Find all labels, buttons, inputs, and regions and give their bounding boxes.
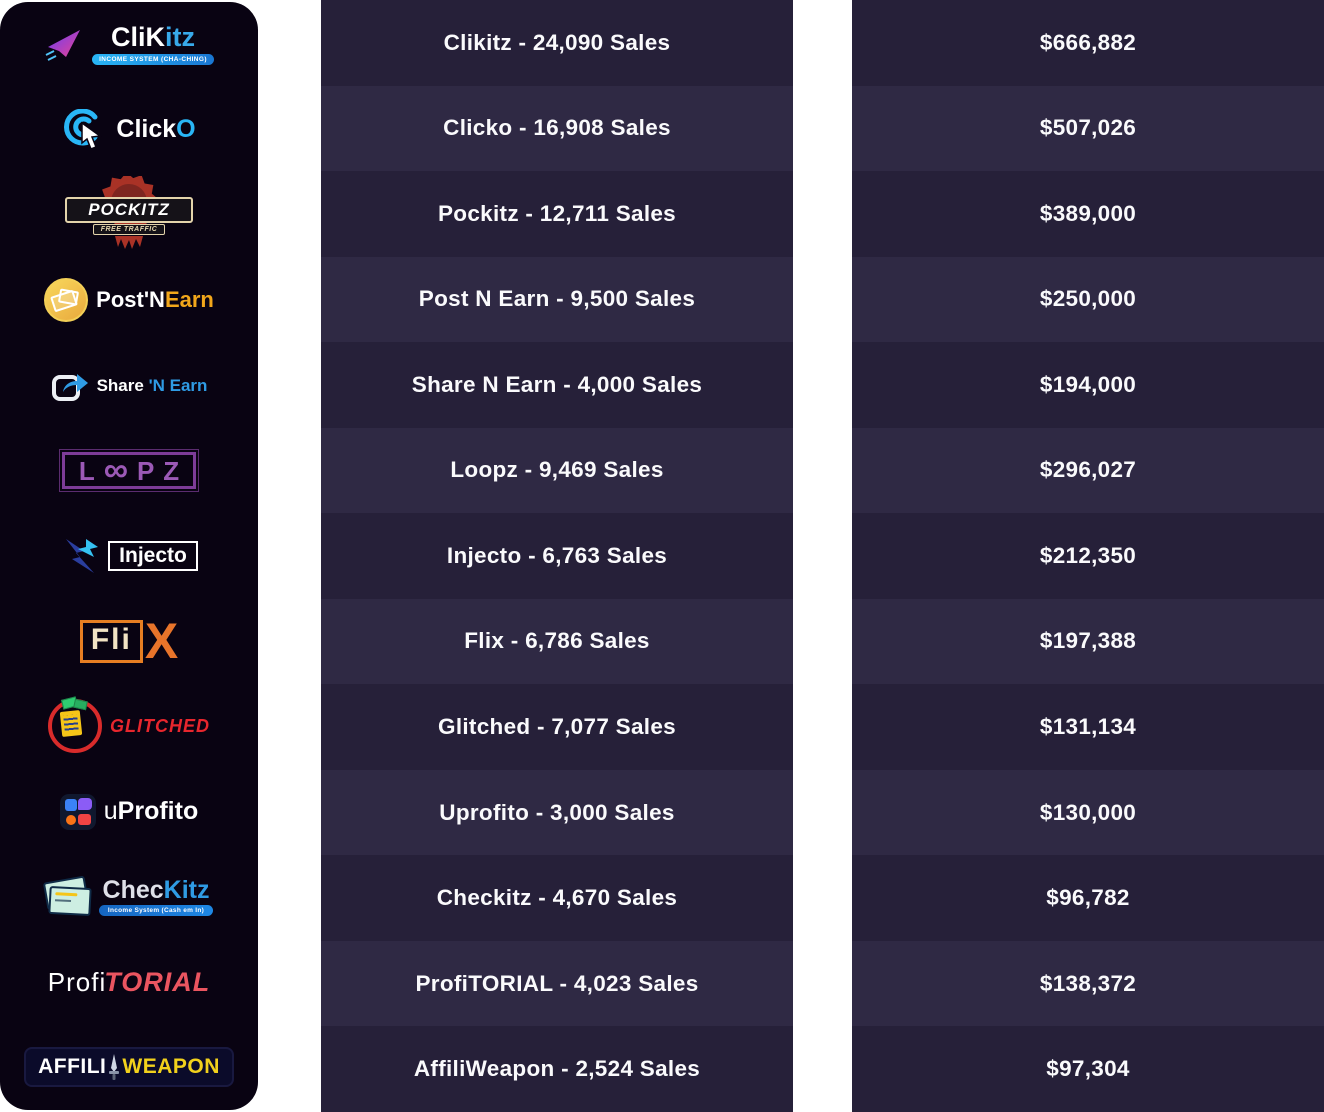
sidebar-logo-sharenearn: Share 'N Earn xyxy=(0,343,258,428)
revenue-row-affiliweapon: $97,304 xyxy=(852,1026,1324,1112)
glitched-notes-icon xyxy=(48,696,102,754)
uprofito-wordmark: uProfito xyxy=(104,797,198,826)
glitched-wordmark: GLITCHED xyxy=(110,715,210,736)
product-logo-sidebar: CliKitz INCOME SYSTEM (CHA-CHING) ClickO xyxy=(0,2,258,1110)
uprofito-purple-block xyxy=(77,797,92,810)
sidebar-logo-injecto: Injecto xyxy=(0,513,258,598)
revenue-row-postnearn: $250,000 xyxy=(852,256,1324,343)
revenue-row-sharenearn: $194,000 xyxy=(852,342,1324,428)
loopz-infinity-icon: ∞ xyxy=(103,451,128,490)
revenue-column: $666,882 $507,026 $389,000 $250,000 $194… xyxy=(852,0,1324,1112)
affiliweapon-wordmark-yellow: WEAPON xyxy=(122,1055,220,1079)
sidebar-logo-clikitz: CliKitz INCOME SYSTEM (CHA-CHING) xyxy=(0,2,258,87)
revenue-row-clicko: $507,026 xyxy=(852,85,1324,172)
affiliweapon-wordmark-plate: AFFILI WEAPON xyxy=(26,1049,232,1086)
clicko-wordmark: ClickO xyxy=(116,115,195,144)
glitched-money-shape-2 xyxy=(73,699,88,711)
sidebar-logo-clicko: ClickO xyxy=(0,87,258,172)
sales-row-clicko: Clicko - 16,908 Sales xyxy=(321,85,793,172)
sharenearn-wordmark: Share 'N Earn xyxy=(97,376,208,396)
sales-row-sharenearn: Share N Earn - 4,000 Sales xyxy=(321,342,793,428)
profitorial-wordmark-white: Profi xyxy=(47,966,107,997)
sales-row-loopz: Loopz - 9,469 Sales xyxy=(321,427,793,514)
revenue-row-flix: $197,388 xyxy=(852,598,1324,685)
injecto-wordmark: Injecto xyxy=(108,541,198,572)
checkitz-wordmark-blue: Kitz xyxy=(163,875,210,904)
pockitz-tagline: FREE TRAFFIC xyxy=(93,224,165,236)
sidebar-logo-glitched: GLITCHED xyxy=(0,684,258,769)
loopz-wordmark: L ∞ P Z xyxy=(61,451,197,490)
injecto-lightning-icon xyxy=(66,539,99,574)
sales-row-profitorial: ProfiTORIAL - 4,023 Sales xyxy=(321,940,793,1027)
postnearn-wordmark-yellow: Earn xyxy=(164,287,214,313)
revenue-row-checkitz: $96,782 xyxy=(852,855,1324,941)
sidebar-logo-flix: Fli X xyxy=(0,599,258,684)
affiliweapon-wordmark-white: AFFILI xyxy=(38,1055,107,1079)
affiliweapon-dagger-icon xyxy=(109,1054,120,1081)
revenue-row-pockitz: $389,000 xyxy=(852,171,1324,257)
sales-row-pockitz: Pockitz - 12,711 Sales xyxy=(321,171,793,257)
clikitz-wordmark-white: CliK xyxy=(110,22,165,53)
uprofito-wordmark-profito: Profito xyxy=(117,797,199,826)
profitorial-wordmark-red: TORIAL xyxy=(104,966,211,997)
checkitz-wordmark: ChecKitz xyxy=(102,875,210,904)
sidebar-logo-pockitz: ★ POCKITZ FREE TRAFFIC xyxy=(0,172,258,257)
product-sales-column: Clikitz - 24,090 Sales Clicko - 16,908 S… xyxy=(321,0,793,1112)
pockitz-wordmark: POCKITZ xyxy=(65,197,193,224)
sharenearn-share-arrow-icon xyxy=(51,373,88,401)
flix-wordmark-box: Fli xyxy=(79,620,143,663)
sales-row-flix: Flix - 6,786 Sales xyxy=(321,598,793,685)
glitched-document-shape xyxy=(59,710,83,738)
checkitz-cheque-icon xyxy=(42,875,92,917)
sidebar-logo-loopz: L ∞ P Z xyxy=(0,428,258,513)
sales-row-postnearn: Post N Earn - 9,500 Sales xyxy=(321,256,793,343)
loopz-letter-z: Z xyxy=(163,455,180,486)
revenue-row-glitched: $131,134 xyxy=(852,684,1324,770)
uprofito-red-block xyxy=(77,813,91,825)
revenue-row-uprofito: $130,000 xyxy=(852,769,1324,856)
uprofito-orange-block xyxy=(65,814,76,825)
clikitz-paper-plane-icon xyxy=(45,29,81,61)
sidebar-logo-uprofito: uProfito xyxy=(0,769,258,854)
checkitz-wordmark-white: Chec xyxy=(102,875,164,904)
sidebar-logo-profitorial: Profi TORIAL xyxy=(0,940,258,1025)
clicko-cursor-click-icon xyxy=(64,108,103,150)
sharenearn-wordmark-blue: 'N Earn xyxy=(148,375,208,395)
sidebar-logo-affiliweapon: AFFILI WEAPON xyxy=(0,1025,258,1110)
sales-row-injecto: Injecto - 6,763 Sales xyxy=(321,513,793,599)
uprofito-wordmark-u: u xyxy=(103,797,118,826)
checkitz-cheque-front xyxy=(48,885,92,917)
clikitz-wordmark: CliKitz xyxy=(111,24,195,51)
uprofito-blue-block xyxy=(64,798,77,811)
checkitz-tagline-badge: Income System (Cash em In) xyxy=(98,904,214,916)
sales-row-affiliweapon: AffiliWeapon - 2,524 Sales xyxy=(321,1026,793,1112)
clikitz-tagline-badge: INCOME SYSTEM (CHA-CHING) xyxy=(92,54,214,66)
revenue-row-injecto: $212,350 xyxy=(852,513,1324,599)
postnearn-wordmark-white: Post'N xyxy=(96,287,165,313)
loopz-letter-p: P xyxy=(136,455,155,486)
loopz-letter-l: L xyxy=(78,455,95,486)
clicko-wordmark-blue: O xyxy=(176,115,196,144)
sales-row-glitched: Glitched - 7,077 Sales xyxy=(321,684,793,770)
sales-row-clikitz: Clikitz - 24,090 Sales xyxy=(321,0,793,86)
flix-x-letter: X xyxy=(144,613,179,670)
postnearn-wordmark: Post'NEarn xyxy=(96,287,214,313)
postnearn-coin-icon xyxy=(44,278,89,323)
sidebar-logo-checkitz: ChecKitz Income System (Cash em In) xyxy=(0,854,258,939)
revenue-row-loopz: $296,027 xyxy=(852,427,1324,514)
clicko-wordmark-white: Click xyxy=(116,115,177,144)
sharenearn-wordmark-white: Share xyxy=(96,375,144,395)
uprofito-mosaic-icon xyxy=(59,793,96,830)
sales-row-checkitz: Checkitz - 4,670 Sales xyxy=(321,855,793,941)
sales-row-uprofito: Uprofito - 3,000 Sales xyxy=(321,769,793,856)
revenue-row-profitorial: $138,372 xyxy=(852,940,1324,1027)
clikitz-wordmark-blue: itz xyxy=(164,22,195,53)
revenue-row-clikitz: $666,882 xyxy=(852,0,1324,86)
sidebar-logo-postnearn: Post'NEarn xyxy=(0,258,258,343)
